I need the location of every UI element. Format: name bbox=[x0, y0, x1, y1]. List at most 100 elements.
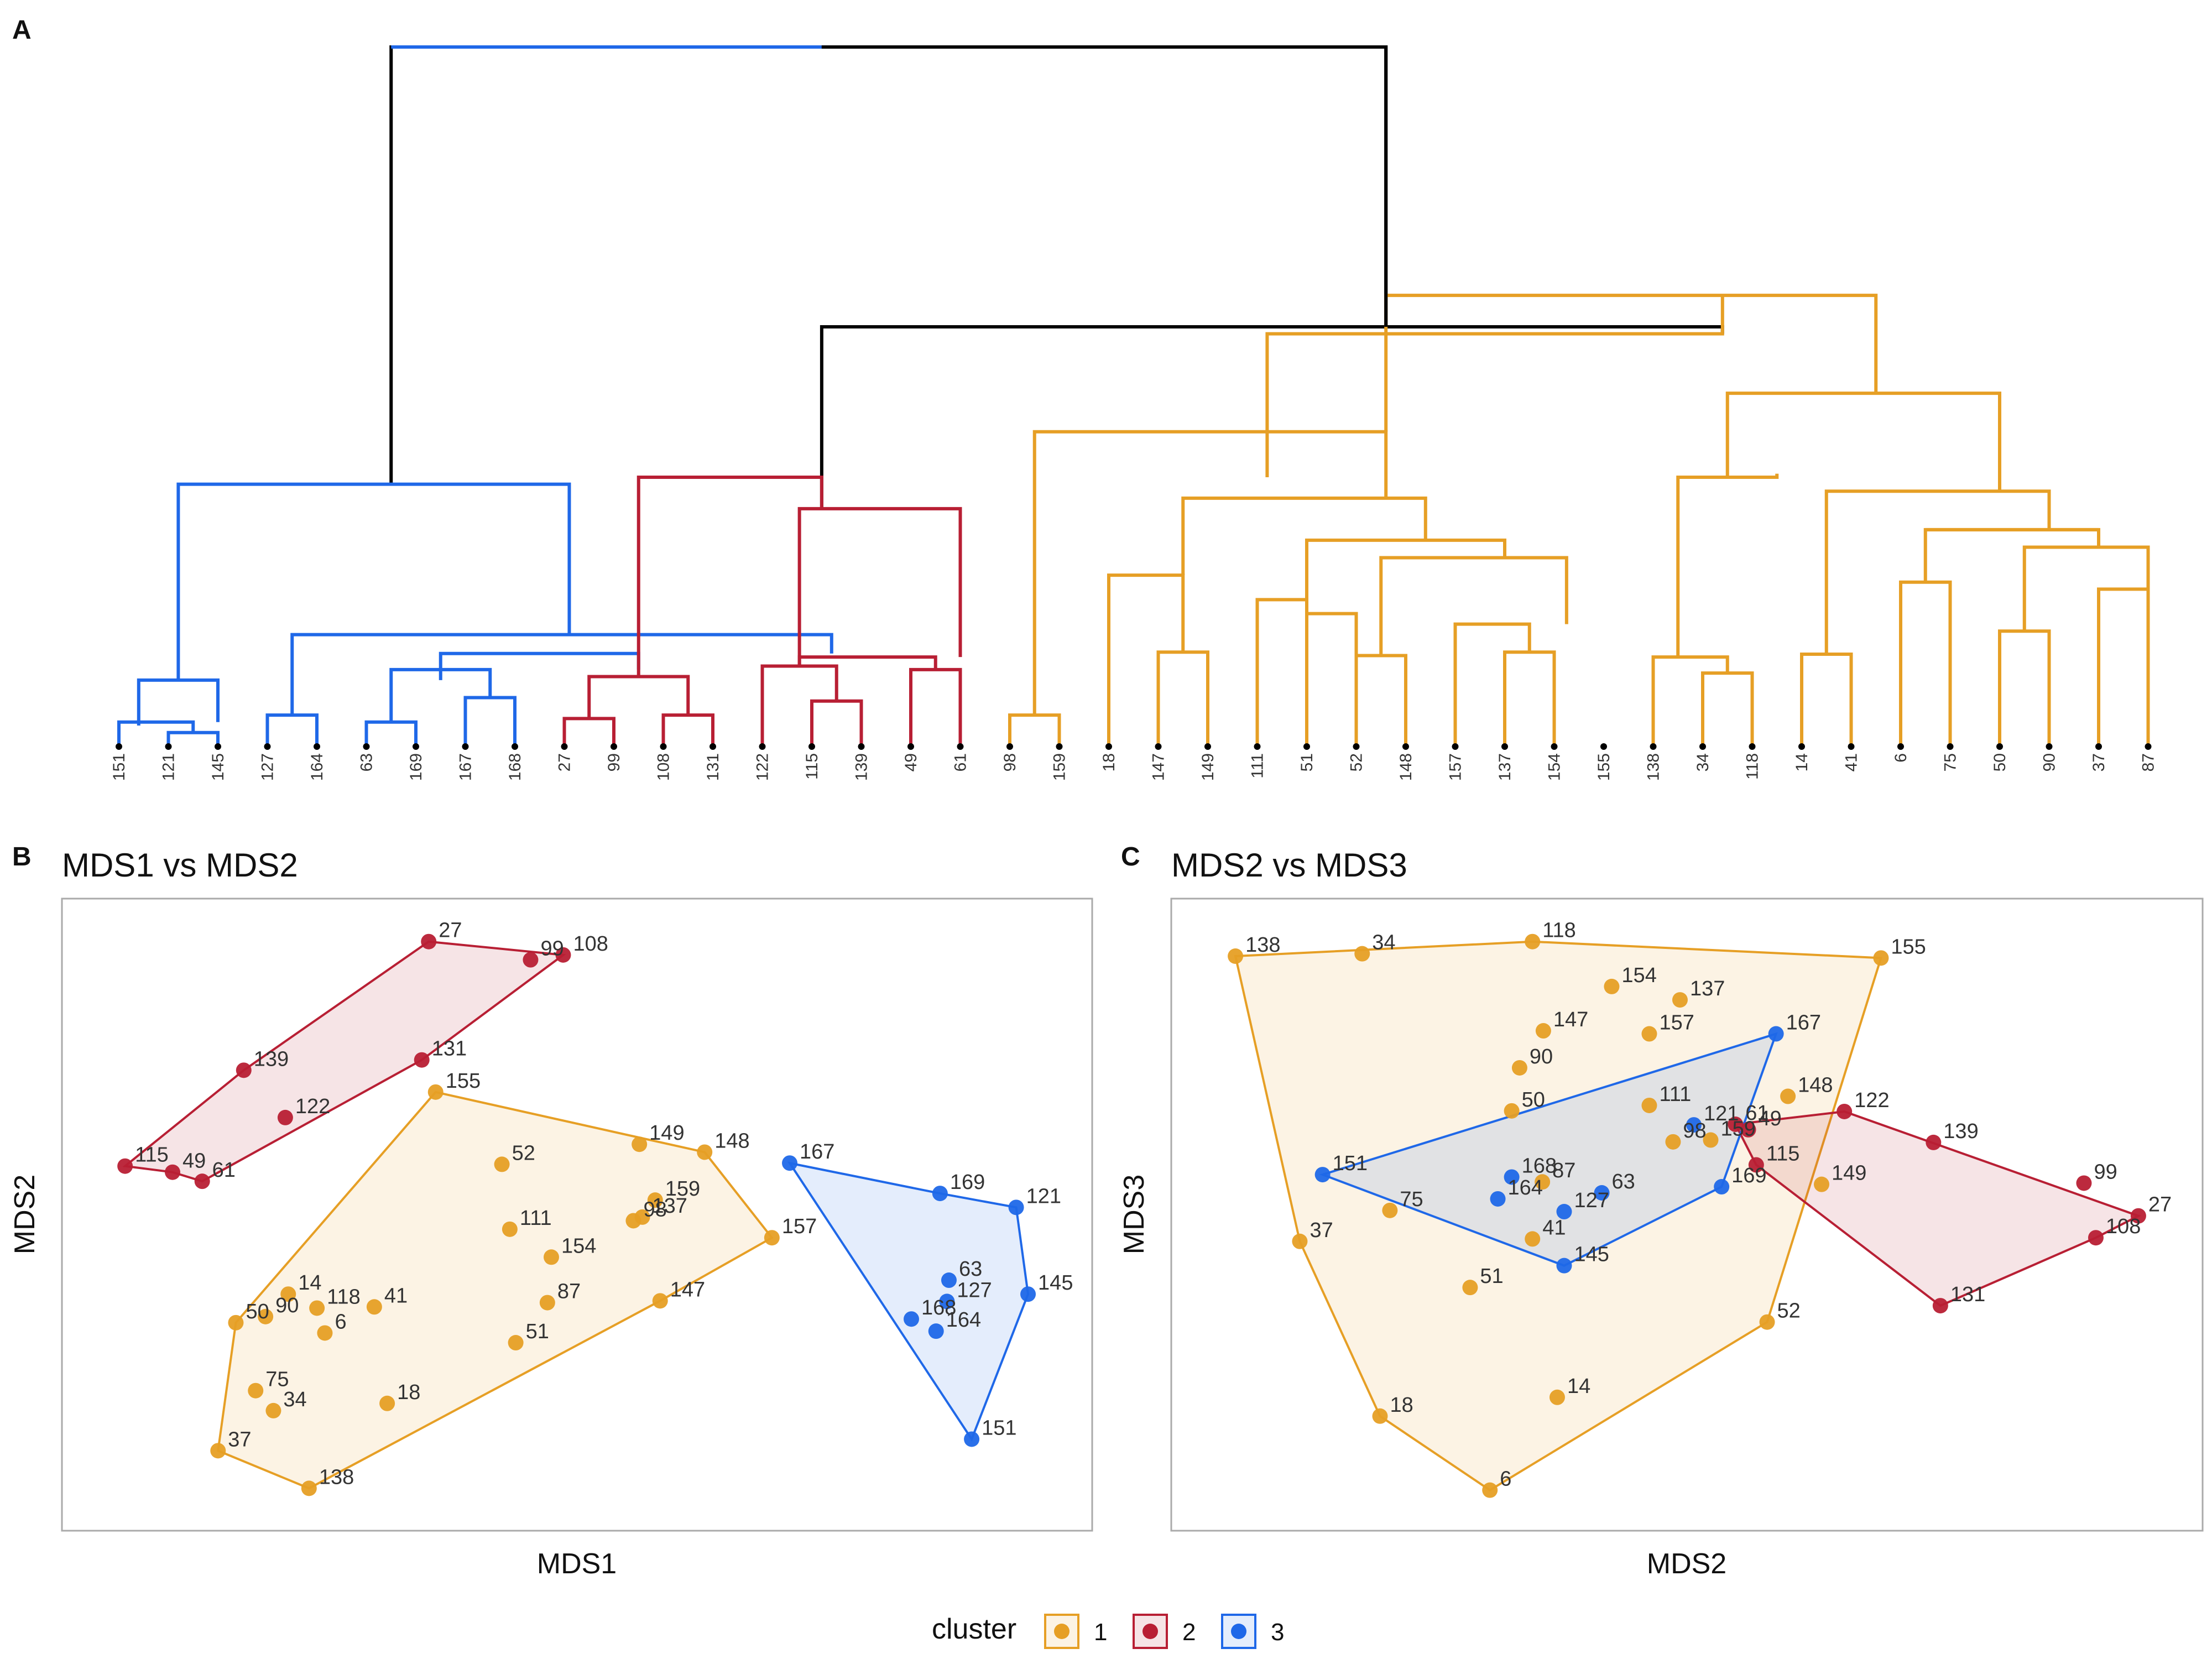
dendrogram-branch bbox=[1255, 598, 1308, 747]
point-label: 138 bbox=[1245, 933, 1280, 957]
dendrogram-merge bbox=[166, 731, 220, 747]
dendrogram-branch bbox=[1008, 713, 1061, 747]
dendrogram-leaf-label: 147 bbox=[1150, 753, 1168, 781]
dendrogram-branch bbox=[2097, 587, 2150, 747]
dendrogram-branch bbox=[1265, 295, 1724, 477]
point-label: 157 bbox=[1659, 1011, 1694, 1035]
dendrogram-branch bbox=[797, 507, 962, 666]
panel-b-title: MDS1 vs MDS2 bbox=[62, 847, 298, 884]
point-label: 148 bbox=[714, 1129, 749, 1152]
point-label: 90 bbox=[1530, 1045, 1553, 1068]
data-point bbox=[1354, 946, 1370, 962]
dendrogram-branch bbox=[290, 633, 833, 716]
point-label: 61 bbox=[212, 1159, 236, 1182]
dendrogram-merge bbox=[1384, 294, 1878, 432]
point-label: 51 bbox=[526, 1320, 549, 1343]
dendrogram-merge bbox=[176, 482, 571, 680]
dendrogram-branch bbox=[820, 325, 1724, 509]
dendrogram-leaf-dot bbox=[314, 743, 320, 750]
dendrogram-merge bbox=[1156, 650, 1209, 747]
dendrogram-branch bbox=[1379, 556, 1568, 656]
point-label: 148 bbox=[1798, 1074, 1833, 1097]
data-point bbox=[494, 1156, 510, 1172]
data-point bbox=[941, 1272, 957, 1288]
dendrogram-branch bbox=[797, 655, 937, 670]
mds12-panel: B MDS1 vs MDS2 27 99 108 131 139 122 115 49 61 15… bbox=[9, 842, 1093, 1580]
dendrogram-branch bbox=[760, 664, 838, 747]
hull-cluster-1 bbox=[217, 1091, 774, 1490]
dendrogram-merge bbox=[265, 713, 319, 747]
hull-cluster-2 bbox=[122, 940, 566, 1183]
data-point bbox=[508, 1335, 524, 1351]
data-point bbox=[1525, 1231, 1541, 1247]
dendrogram-leaf-label: 149 bbox=[1199, 753, 1217, 781]
dendrogram-leaf-dot bbox=[1056, 743, 1063, 750]
point-label: 99 bbox=[540, 937, 564, 961]
point-label: 63 bbox=[959, 1258, 982, 1281]
dendrogram-branch bbox=[265, 713, 319, 747]
data-point bbox=[1926, 1134, 1942, 1150]
dendrogram-branches bbox=[117, 45, 2150, 747]
dendrogram-branch bbox=[810, 699, 863, 747]
data-point bbox=[1228, 948, 1244, 964]
hull-cluster-3 bbox=[787, 1161, 1030, 1442]
dendrogram-leaf-dot bbox=[1402, 743, 1409, 750]
data-point bbox=[1556, 1204, 1572, 1220]
dendrogram-leaf-dot bbox=[907, 743, 914, 750]
dendrogram-branch bbox=[562, 717, 615, 747]
point-label: 118 bbox=[327, 1285, 361, 1308]
point-label: 49 bbox=[1759, 1107, 1782, 1130]
dendrogram-merge bbox=[909, 667, 962, 747]
data-point bbox=[647, 1192, 663, 1208]
data-point bbox=[1482, 1482, 1498, 1498]
dendrogram-branch bbox=[1181, 496, 1427, 576]
data-point bbox=[764, 1230, 780, 1246]
point-label: 159 bbox=[1720, 1118, 1755, 1141]
point-label: 122 bbox=[1854, 1089, 1889, 1112]
point-label: 167 bbox=[800, 1140, 834, 1164]
dendrogram-merge bbox=[1998, 629, 2051, 747]
point-label: 18 bbox=[397, 1381, 420, 1404]
dendrogram-leaf-label: 138 bbox=[1645, 753, 1663, 781]
point-label: 164 bbox=[946, 1308, 981, 1332]
dendrogram-leaf-dot bbox=[1699, 743, 1706, 750]
dendrogram-merge bbox=[1181, 496, 1427, 576]
data-point bbox=[932, 1186, 948, 1202]
dendrogram-leaf-label: 87 bbox=[2140, 753, 2158, 771]
dendrogram-branch bbox=[909, 667, 962, 747]
dendrogram-leaf-dot bbox=[413, 743, 419, 750]
dendrogram-merge bbox=[1265, 295, 1724, 477]
point-label: 108 bbox=[2106, 1215, 2141, 1238]
dendrogram-leaf-dot bbox=[1452, 743, 1459, 750]
data-point bbox=[1535, 1174, 1551, 1190]
dendrogram-leaf-dot bbox=[1749, 743, 1756, 750]
data-point bbox=[248, 1383, 264, 1399]
dendrogram-branch bbox=[1156, 650, 1209, 747]
point-label: 147 bbox=[1553, 1008, 1588, 1031]
panel-b-plot: 27 99 108 131 139 122 115 49 61 155 52 149 148 159137… bbox=[117, 919, 1073, 1496]
dendrogram-leaf-label: 148 bbox=[1397, 753, 1415, 781]
point-label: 99 bbox=[2094, 1160, 2117, 1183]
dendrogram-branch bbox=[1923, 528, 2100, 582]
dendrogram-merge bbox=[1923, 528, 2100, 582]
dendrogram-merge bbox=[1379, 556, 1568, 656]
panel-a-tag: A bbox=[12, 15, 32, 45]
point-label: 52 bbox=[1777, 1300, 1801, 1323]
data-point bbox=[1372, 1408, 1388, 1424]
data-point bbox=[228, 1314, 244, 1331]
data-point bbox=[1740, 1121, 1756, 1138]
dendrogram-branch bbox=[1998, 629, 2051, 747]
dendrogram-branch bbox=[2022, 545, 2150, 632]
data-point bbox=[539, 1295, 555, 1311]
data-point bbox=[625, 1213, 641, 1229]
data-point bbox=[1728, 1117, 1744, 1133]
data-point bbox=[379, 1395, 395, 1411]
dendrogram-leaf-label: 139 bbox=[853, 753, 871, 781]
dendrogram-leaf-label: 154 bbox=[1546, 753, 1564, 781]
dendrogram-leaf-dot bbox=[462, 743, 469, 750]
dendrogram-leaf-label: 14 bbox=[1793, 753, 1811, 771]
dendrogram-merge bbox=[389, 667, 492, 722]
legend-label: 1 bbox=[1094, 1619, 1107, 1646]
dendrogram-merge bbox=[1032, 430, 1388, 716]
point-label: 111 bbox=[1659, 1083, 1691, 1106]
